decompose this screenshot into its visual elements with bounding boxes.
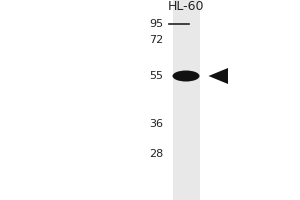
Text: 95: 95: [149, 19, 164, 29]
Polygon shape: [208, 68, 228, 84]
Text: 28: 28: [149, 149, 164, 159]
Text: HL-60: HL-60: [168, 0, 204, 12]
Ellipse shape: [172, 71, 200, 82]
Text: 72: 72: [149, 35, 164, 45]
Bar: [172, 0, 200, 200]
Text: 36: 36: [149, 119, 164, 129]
Text: 55: 55: [149, 71, 164, 81]
